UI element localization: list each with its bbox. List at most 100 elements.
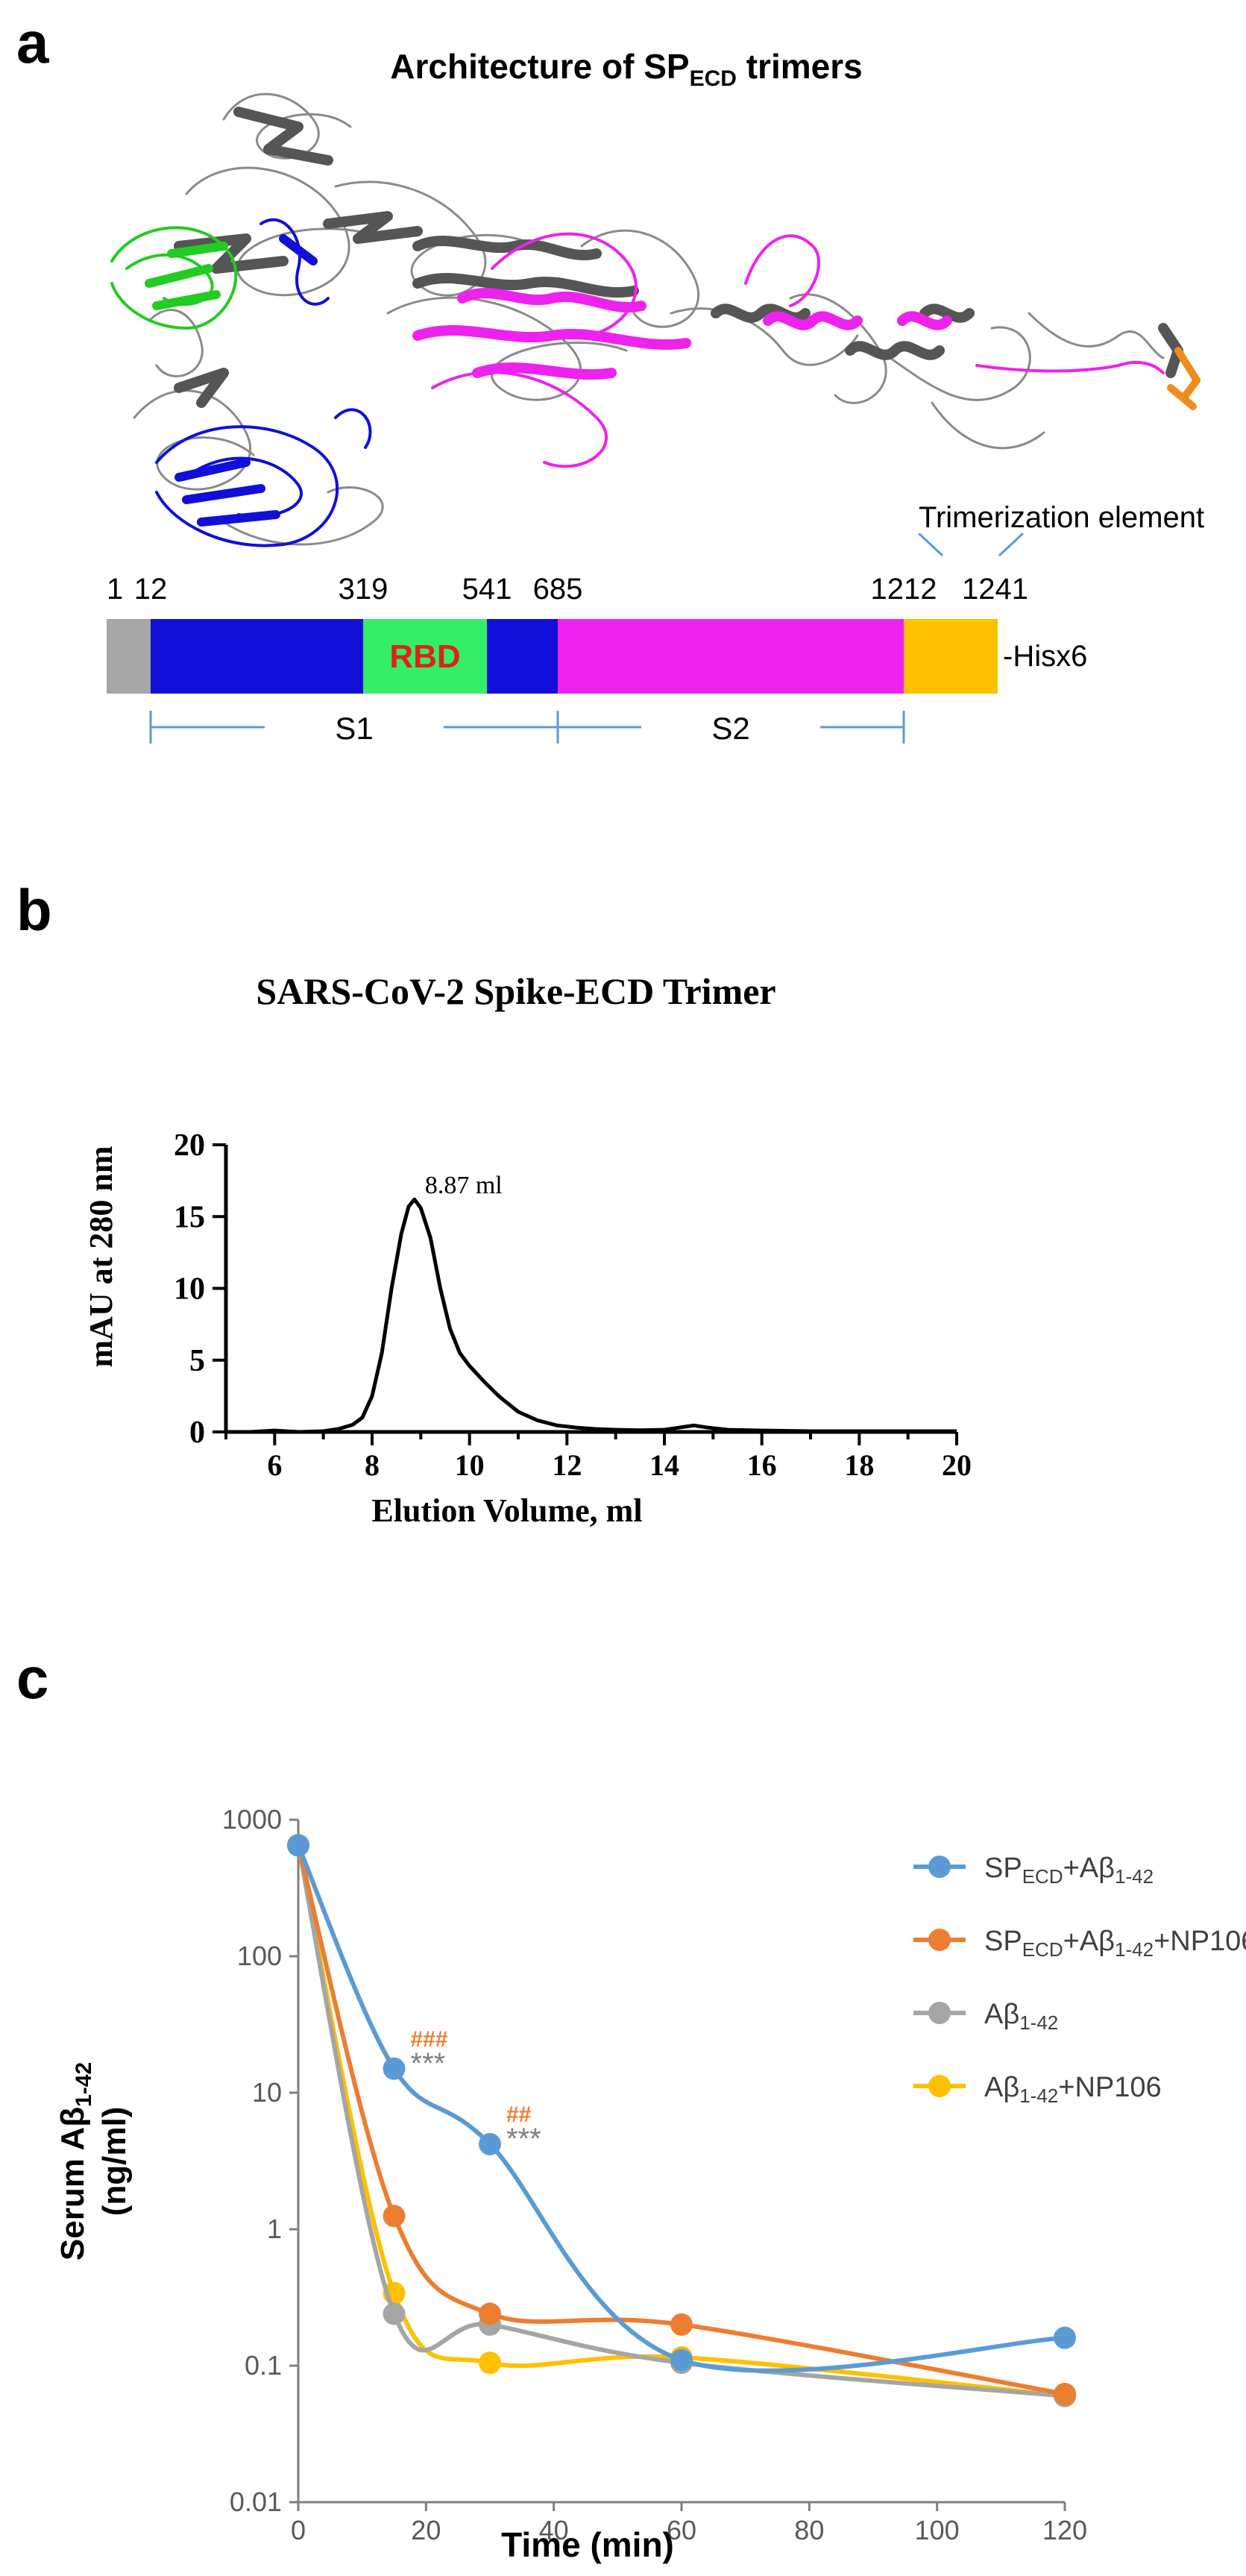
elution-chart-title: SARS-CoV-2 Spike-ECD Trimer bbox=[256, 970, 775, 1012]
domain-segment bbox=[151, 619, 363, 694]
legend-label-part: +Aβ bbox=[1063, 1853, 1115, 1884]
structure-blue-sheets bbox=[174, 234, 318, 527]
serum-series-line bbox=[296, 1844, 1066, 2373]
serum-data-point bbox=[1054, 2326, 1076, 2349]
legend-label-sub: ECD bbox=[1022, 1938, 1063, 1961]
domain-segment bbox=[363, 619, 487, 694]
elution-x-tick-label: 12 bbox=[552, 1448, 582, 1482]
domain-map-layer: 1 12 319 541 685 1212 1241 RBD -Hisx6 S1 S2 bbox=[107, 533, 1087, 746]
legend-marker bbox=[928, 1856, 951, 1878]
domain-position-label: 1 bbox=[107, 573, 123, 606]
legend-label-part: +NP106 bbox=[1058, 2072, 1161, 2103]
serum-x-tick-label: 0 bbox=[291, 2515, 306, 2545]
serum-y-tick-label: 1000 bbox=[222, 1804, 282, 1835]
elution-x-tick-label: 16 bbox=[747, 1448, 777, 1482]
legend-marker bbox=[928, 2075, 951, 2097]
serum-chart-ylabel-group: Serum Aβ1-42 bbox=[54, 2062, 96, 2261]
legend-label-sub: 1-42 bbox=[1019, 2085, 1058, 2107]
serum-x-tick-label: 80 bbox=[794, 2515, 824, 2545]
serum-data-point bbox=[479, 2132, 501, 2155]
trimerization-element-label: Trimerization element bbox=[919, 501, 1205, 534]
elution-chart: SARS-CoV-2 Spike-ECD Trimer 6 8 10 12 14 16 18… bbox=[83, 970, 972, 1529]
serum-series-line bbox=[296, 1844, 1066, 2398]
panel-a-title-tail: trimers bbox=[736, 47, 863, 86]
serum-x-tick-label: 60 bbox=[667, 2515, 696, 2545]
elution-series-line bbox=[226, 1197, 957, 1434]
legend-label: Aβ1-42+NP106 bbox=[984, 2072, 1162, 2107]
domain-position-label: 1212 bbox=[871, 573, 937, 606]
elution-x-tick-label: 6 bbox=[267, 1448, 282, 1482]
serum-data-point bbox=[670, 2313, 693, 2336]
serum-layer: 0 20 40 60 80 100 1200.010.11101001000###***##… bbox=[222, 1804, 1246, 2545]
legend-label-part: SP bbox=[984, 1926, 1022, 1957]
structure-magenta-s2 bbox=[431, 232, 1165, 468]
elution-y-tick-label: 5 bbox=[189, 1344, 205, 1378]
structure-orange-foldon bbox=[1167, 347, 1201, 410]
rbd-label: RBD bbox=[389, 638, 460, 675]
domain-segment bbox=[558, 619, 904, 694]
structure-grey-ribbons bbox=[133, 92, 1165, 546]
structure-dark-grey-helices bbox=[174, 107, 1183, 408]
trimerization-leader-left bbox=[917, 533, 944, 557]
legend-label: SPECD+Aβ1-42+NP106 bbox=[984, 1926, 1246, 1961]
domain-position-label: 685 bbox=[533, 573, 583, 606]
serum-data-point bbox=[383, 2205, 406, 2228]
elution-y-tick-label: 0 bbox=[189, 1416, 205, 1450]
domain-position-label: 12 bbox=[134, 573, 168, 606]
elution-x-tick-label: 18 bbox=[844, 1448, 874, 1482]
elution-x-tick-label: 10 bbox=[455, 1448, 485, 1482]
bracket-label: S2 bbox=[711, 711, 749, 746]
legend-label-sub: 1-42 bbox=[1019, 2011, 1058, 2034]
serum-chart-ylabel-unit: (ng/ml) bbox=[96, 2107, 133, 2217]
legend-label-part: Aβ bbox=[984, 2072, 1019, 2103]
legend-marker bbox=[928, 2002, 951, 2024]
legend-label-part: +NP106 bbox=[1154, 1926, 1246, 1957]
legend-label-part: +Aβ bbox=[1063, 1926, 1115, 1957]
trimerization-leader-right bbox=[998, 533, 1025, 557]
bracket-label: S1 bbox=[335, 711, 373, 746]
elution-peak-annotation: 8.87 ml bbox=[425, 1172, 503, 1199]
elution-y-tick-label: 10 bbox=[174, 1272, 205, 1307]
panel-letter-a: a bbox=[16, 10, 49, 75]
elution-x-tick-label: 14 bbox=[649, 1448, 679, 1482]
panel-letter-b: b bbox=[16, 877, 52, 943]
elution-y-tick-label: 20 bbox=[174, 1128, 205, 1163]
legend-label-sub: 1-42 bbox=[1115, 1865, 1154, 1888]
serum-y-tick-label: 100 bbox=[237, 1941, 282, 1971]
serum-y-tick-label: 1 bbox=[267, 2214, 282, 2244]
elution-chart-ylabel: mAU at 280 nm bbox=[83, 1146, 119, 1368]
domain-map: 1 12 319 541 685 1212 1241 RBD -Hisx6 S1 S2 bbox=[107, 533, 1087, 746]
serum-significance-label: *** bbox=[506, 2123, 541, 2155]
hisx6-tag-label: -Hisx6 bbox=[1003, 640, 1087, 673]
domain-segment bbox=[107, 619, 151, 694]
elution-y-tick-label: 15 bbox=[174, 1200, 205, 1234]
serum-x-tick-label: 20 bbox=[411, 2515, 441, 2545]
serum-significance-label: ## bbox=[506, 2102, 532, 2127]
serum-significance-label: ### bbox=[411, 2027, 448, 2052]
serum-chart-ylabel-sub: 1-42 bbox=[72, 2062, 96, 2107]
legend-label-sub: ECD bbox=[1022, 1865, 1063, 1888]
legend-label-sub: 1-42 bbox=[1115, 1938, 1154, 1961]
serum-data-point bbox=[1054, 2382, 1076, 2405]
serum-series-line bbox=[296, 1844, 1066, 2396]
serum-series-line bbox=[296, 1844, 1066, 2398]
serum-y-tick-label: 0.1 bbox=[245, 2350, 282, 2381]
legend-label-part: Aβ bbox=[984, 1999, 1019, 2030]
elution-x-tick-label: 20 bbox=[942, 1448, 972, 1482]
serum-data-point bbox=[479, 2302, 501, 2325]
serum-chart-xlabel: Time (min) bbox=[501, 2525, 674, 2564]
legend-label-part: SP bbox=[984, 1853, 1022, 1884]
domain-position-label: 319 bbox=[339, 573, 388, 606]
panel-a-title: Architecture of SPECD trimers bbox=[313, 46, 940, 92]
serum-data-point bbox=[383, 2302, 406, 2325]
serum-y-tick-label: 0.01 bbox=[230, 2487, 282, 2517]
serum-x-tick-label: 40 bbox=[539, 2515, 569, 2545]
serum-data-point bbox=[479, 2352, 501, 2375]
structure-green-sheets bbox=[145, 242, 228, 310]
structure-magenta-helices bbox=[412, 287, 952, 380]
domain-position-label: 541 bbox=[462, 573, 512, 606]
serum-abeta-chart: 0 20 40 60 80 100 1200.010.11101001000###***##… bbox=[54, 1804, 1246, 2564]
domain-segment bbox=[487, 619, 558, 694]
elution-x-tick-label: 8 bbox=[365, 1448, 380, 1482]
serum-significance-label: *** bbox=[411, 2047, 446, 2080]
